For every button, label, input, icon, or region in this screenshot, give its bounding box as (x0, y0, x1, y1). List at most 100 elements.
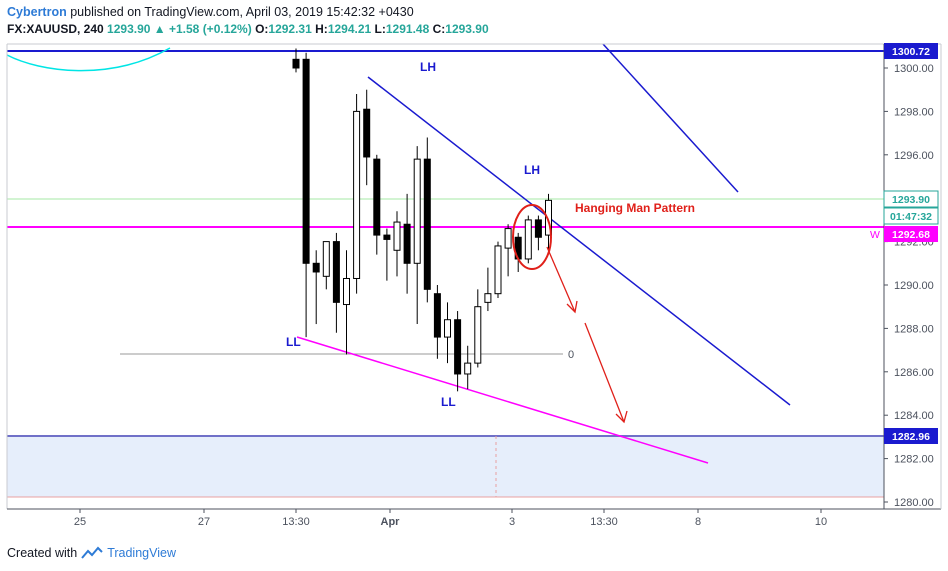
price-label-text: 1282.96 (892, 431, 930, 443)
candle[interactable] (524, 215, 532, 264)
candle-body-up (393, 221, 401, 251)
created-with-label: Created with (7, 546, 78, 560)
candle[interactable] (474, 289, 482, 368)
symbol-label: FX:XAUUSD, 240 (7, 22, 104, 36)
candle[interactable] (332, 232, 340, 333)
open-value: 1292.31 (268, 22, 312, 36)
candle[interactable] (494, 241, 502, 299)
price-label-text: 1292.68 (892, 229, 930, 241)
candle[interactable] (504, 224, 512, 277)
candle[interactable] (353, 94, 361, 294)
time-tick-label: Apr (381, 516, 401, 528)
candle-body-up (494, 245, 502, 295)
candle[interactable] (343, 250, 350, 355)
candle-body-up (524, 219, 532, 260)
time-tick-label: 27 (198, 516, 210, 528)
price-label-box (884, 43, 938, 59)
price-tick-label: 1284.00 (894, 410, 934, 422)
hanging-man-circle (512, 204, 552, 270)
upper-trendline[interactable] (602, 43, 739, 193)
candle-body-down (363, 108, 371, 158)
price-tick-label: 1290.00 (894, 280, 934, 292)
time-tick-label: 8 (695, 516, 701, 528)
price-tick-label: 1288.00 (894, 323, 934, 335)
candle[interactable] (413, 146, 421, 325)
candle-body-down (423, 158, 431, 290)
price-label-box (884, 428, 938, 444)
candle[interactable] (464, 345, 472, 390)
annotation-lh-2: LH (524, 163, 540, 177)
annotation-lh-1: LH (420, 60, 436, 74)
candle[interactable] (484, 267, 492, 312)
candle-body-down (383, 234, 391, 240)
candle[interactable] (403, 193, 411, 294)
candle-body-down (373, 158, 381, 236)
candle-body-up (413, 158, 421, 264)
close-label: C: (432, 22, 446, 36)
time-axis[interactable]: 25 27 13:30 Apr 3 13:30 8 10 (74, 509, 827, 528)
price-tick-label: 1296.00 (894, 150, 934, 162)
publish-info: published on TradingView.com, April 03, … (70, 5, 414, 19)
descending-trendline[interactable] (367, 76, 791, 406)
low-value: 1291.48 (385, 22, 430, 36)
price-tick-label: 1286.00 (894, 367, 934, 379)
candle[interactable] (423, 137, 431, 303)
candle-body-down (312, 262, 320, 273)
chart-header-publisher: Cybertron published on TradingView.com, … (7, 5, 414, 19)
candle-body-up (444, 319, 451, 338)
candle-body-down (433, 293, 441, 338)
candle[interactable] (433, 285, 441, 359)
candle-body-up (504, 228, 512, 249)
candle[interactable] (302, 52, 310, 338)
time-tick-label: 13:30 (282, 516, 310, 528)
time-tick-label: 25 (74, 516, 86, 528)
support-w-label: W (870, 229, 880, 241)
candle-body-up (322, 241, 330, 277)
author-name[interactable]: Cybertron (7, 5, 67, 19)
candle[interactable] (393, 211, 401, 277)
chart-header-ohlc: FX:XAUUSD, 240 1293.90 ▲ +1.58 (+0.12%) … (7, 22, 489, 36)
demand-zone (7, 436, 884, 497)
price-change: ▲ +1.58 (+0.12%) (153, 22, 252, 36)
price-tick-label: 1298.00 (894, 106, 934, 118)
high-label: H: (315, 22, 328, 36)
candle-body-up (353, 110, 361, 279)
candle[interactable] (292, 48, 300, 73)
candle[interactable] (534, 215, 542, 251)
price-labels: 1300.72 1293.90 01:47:32 1292.68 1282.96 (883, 43, 939, 444)
last-price: 1293.90 (107, 22, 151, 36)
price-label-text: 01:47:32 (890, 211, 932, 223)
candle[interactable] (383, 228, 391, 281)
arrow-2 (584, 322, 628, 424)
candle[interactable] (322, 241, 330, 290)
price-label-box (884, 226, 938, 242)
candles-group (292, 48, 552, 392)
candle-body-down (332, 241, 340, 303)
candle-body-down (534, 219, 542, 238)
high-value: 1294.21 (327, 22, 372, 36)
candle-body-down (302, 58, 310, 264)
close-value: 1293.90 (445, 22, 489, 36)
tradingview-brand[interactable]: TradingView (107, 546, 176, 560)
candle[interactable] (312, 250, 320, 325)
time-tick-label: 3 (509, 516, 515, 528)
time-tick-label: 10 (815, 516, 827, 528)
annotation-ll-2: LL (441, 395, 456, 409)
price-tick-label: 1280.00 (894, 497, 934, 509)
open-label: O: (255, 22, 269, 36)
candle[interactable] (454, 311, 462, 392)
candle[interactable] (373, 154, 381, 255)
moving-average-curve (6, 47, 171, 72)
candle[interactable] (363, 89, 371, 186)
footer: Created with TradingView (7, 546, 176, 560)
candle-body-up (474, 306, 482, 364)
candle[interactable] (444, 302, 451, 364)
time-tick-label: 13:30 (590, 516, 618, 528)
low-label: L: (374, 22, 386, 36)
candle-body-down (454, 319, 462, 375)
price-tick-label: 1282.00 (894, 454, 934, 466)
lower-support-trendline[interactable] (296, 336, 709, 464)
candle-body-up (484, 293, 492, 303)
arrow-1 (546, 246, 578, 314)
